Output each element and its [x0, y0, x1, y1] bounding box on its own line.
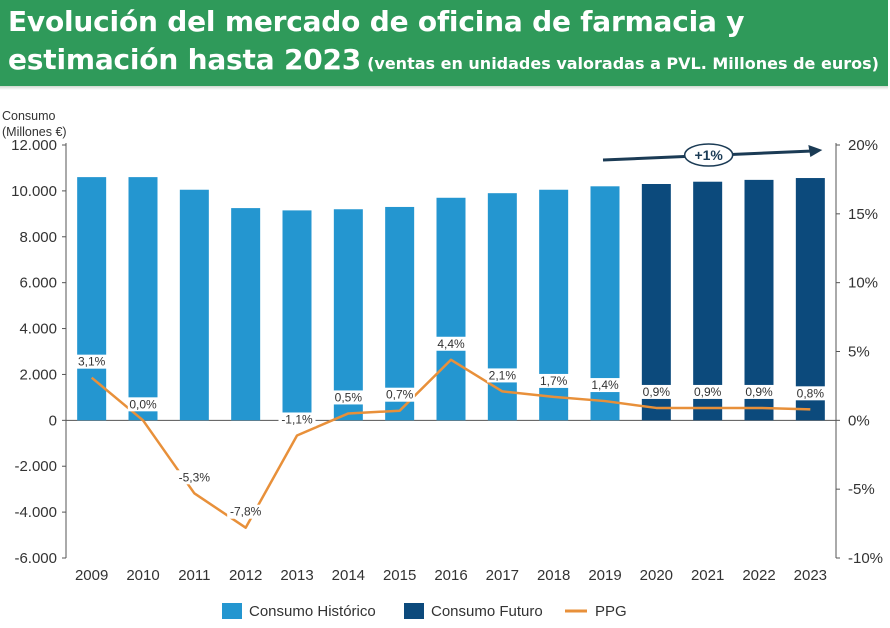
bar — [231, 208, 261, 421]
y2-tick-label: 5% — [848, 344, 870, 361]
title-banner: Evolución del mercado de oficina de farm… — [0, 0, 888, 86]
bars — [77, 177, 825, 421]
chart-title-line1: Evolución del mercado de oficina de farm… — [8, 5, 745, 38]
data-label: 1,4% — [591, 378, 619, 392]
chart-subtitle: (ventas en unidades valoradas a PVL. Mil… — [367, 54, 879, 73]
bar — [77, 177, 107, 421]
y-tick-label: 6.000 — [19, 275, 57, 292]
x-tick-label: 2015 — [383, 567, 416, 584]
y2-tick-label: 20% — [848, 137, 878, 154]
bar — [282, 210, 312, 421]
data-label: 3,1% — [78, 355, 106, 369]
y-axis-label-line2: (Millones €) — [2, 125, 67, 139]
data-label: 0,9% — [745, 385, 773, 399]
data-label-bg — [487, 368, 518, 383]
data-label: 0,9% — [694, 385, 722, 399]
data-label-bg — [227, 504, 265, 519]
data-label: 1,7% — [540, 374, 568, 388]
y-tick-label: -4.000 — [14, 504, 57, 521]
data-label-bg — [278, 412, 316, 427]
y2-tick-label: -5% — [848, 481, 875, 498]
data-label: -7,8% — [230, 505, 262, 519]
bar — [436, 197, 466, 421]
data-label-bg — [795, 386, 826, 401]
x-tick-label: 2020 — [640, 567, 673, 584]
legend: Consumo Histórico Consumo Futuro PPG — [222, 603, 627, 620]
y-tick-label: 2.000 — [19, 366, 57, 383]
bar — [641, 184, 671, 421]
y-tick-label: -2.000 — [14, 458, 57, 475]
legend-label: Consumo Histórico — [249, 603, 376, 620]
data-label: 4,4% — [437, 337, 465, 351]
banner-shadow — [0, 86, 888, 90]
legend-swatch — [404, 603, 424, 619]
bar — [128, 177, 158, 421]
legend-label: PPG — [595, 603, 627, 620]
bar — [385, 206, 415, 421]
data-label: 0,5% — [335, 390, 363, 404]
y-tick-label: 10.000 — [11, 183, 57, 200]
x-tick-label: 2019 — [588, 567, 621, 584]
y2-tick-label: 15% — [848, 206, 878, 223]
x-tick-label: 2012 — [229, 567, 262, 584]
bar — [333, 209, 363, 421]
data-label: 2,1% — [489, 368, 517, 382]
data-label-bg — [333, 390, 364, 405]
data-label-bg — [692, 384, 723, 399]
x-tick-label: 2013 — [280, 567, 313, 584]
ppg-line-layer: 3,1% 0,0% -5,3% -7,8% -1,1% 0,5% 0,7% 4,4% 2,1% 1… — [76, 336, 826, 529]
x-tick-label: 2018 — [537, 567, 570, 584]
bar — [693, 181, 723, 421]
data-label-bg — [538, 373, 569, 388]
bar — [487, 193, 517, 421]
y-tick-label: 0 — [49, 412, 57, 429]
bar — [795, 178, 825, 421]
y2-tick-label: 0% — [848, 412, 870, 429]
data-label: 0,9% — [643, 385, 671, 399]
x-tick-label: 2023 — [794, 567, 827, 584]
trend-badge — [683, 143, 734, 167]
axes: 12.000 10.000 8.000 6.000 4.000 2.000 0 -2.000 -… — [11, 137, 883, 584]
trend-badge-label: +1% — [694, 147, 723, 163]
x-tick-label: 2022 — [742, 567, 775, 584]
trend-arrow-head — [808, 145, 823, 157]
x-tick-label: 2011 — [178, 567, 210, 584]
y-tick-label: 12.000 — [11, 137, 57, 154]
data-label-bg — [641, 384, 672, 399]
data-label: 0,8% — [797, 386, 825, 400]
legend-label: Consumo Futuro — [431, 603, 543, 620]
y-tick-label: 8.000 — [19, 229, 57, 246]
x-tick-label: 2016 — [434, 567, 467, 584]
trend-arrow: +1% — [602, 143, 823, 167]
bar — [179, 189, 209, 421]
data-label-bg — [384, 387, 415, 402]
bar — [744, 179, 774, 421]
y-tick-label: -6.000 — [14, 550, 57, 567]
chart-title-line2-text: estimación hasta 2023 — [8, 43, 362, 76]
data-label: -5,3% — [179, 470, 211, 484]
y2-tick-label: -10% — [848, 550, 883, 567]
legend-swatch — [222, 603, 242, 619]
data-label: 0,0% — [129, 397, 157, 411]
chart-title-line2: estimación hasta 2023 (ventas en unidades… — [8, 44, 879, 80]
x-tick-label: 2014 — [332, 567, 365, 584]
data-label: -1,1% — [281, 412, 313, 426]
data-label-bg — [175, 470, 213, 485]
x-tick-label: 2021 — [691, 567, 724, 584]
y2-tick-label: 10% — [848, 275, 878, 292]
y-tick-label: 4.000 — [19, 321, 57, 338]
x-tick-label: 2017 — [486, 567, 519, 584]
y-axis-label-line1: Consumo — [2, 109, 56, 123]
data-label: 0,7% — [386, 388, 414, 402]
x-tick-label: 2010 — [126, 567, 159, 584]
ppg-line — [90, 358, 811, 529]
data-label-bg — [435, 336, 467, 351]
data-label-bg — [127, 397, 159, 412]
data-label-bg — [76, 354, 107, 369]
x-tick-label: 2009 — [75, 567, 108, 584]
data-label-bg — [743, 384, 775, 399]
data-label-bg — [589, 378, 621, 393]
